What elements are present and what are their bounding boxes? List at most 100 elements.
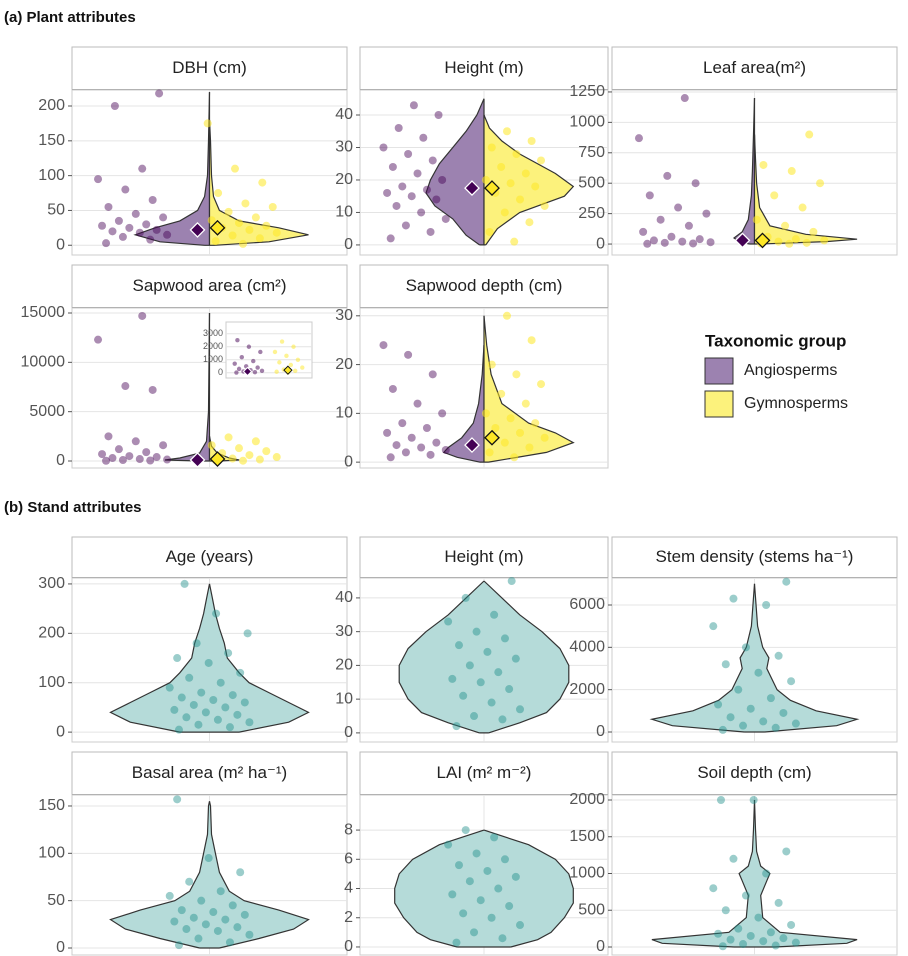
data-point <box>791 719 800 728</box>
section-label: (b) Stand attributes <box>4 499 142 516</box>
data-point <box>204 658 213 667</box>
data-point <box>643 239 652 248</box>
data-point <box>771 723 780 732</box>
y-tick-label: 20 <box>335 171 353 188</box>
data-point <box>459 909 468 918</box>
inset-point <box>251 358 256 364</box>
data-point <box>771 941 780 950</box>
data-point <box>695 235 704 244</box>
data-point <box>511 872 520 881</box>
violin-fill <box>399 581 484 733</box>
data-point <box>159 441 168 450</box>
data-point <box>490 610 499 619</box>
data-point <box>739 721 748 730</box>
data-point <box>785 239 794 248</box>
data-point <box>165 683 174 692</box>
mean-marker <box>734 232 751 249</box>
data-point <box>401 448 410 457</box>
inset-mean <box>242 366 253 377</box>
data-point <box>407 192 416 201</box>
violin-fill <box>394 830 484 947</box>
data-point <box>409 101 418 110</box>
data-point <box>714 700 723 709</box>
data-point <box>146 456 155 465</box>
data-point <box>734 924 743 933</box>
data-point <box>98 221 107 230</box>
data-point <box>245 225 254 234</box>
data-point <box>413 399 422 408</box>
strip <box>71 46 348 91</box>
strip <box>359 751 609 796</box>
data-point <box>500 634 509 643</box>
data-point <box>487 143 496 152</box>
y-tick-label: 150 <box>38 132 65 149</box>
data-point <box>104 202 113 211</box>
data-point <box>448 674 457 683</box>
data-point <box>262 221 271 230</box>
inset-point <box>274 369 279 374</box>
data-point <box>741 643 750 652</box>
data-point <box>135 228 144 237</box>
y-tick-label: 20 <box>335 657 353 674</box>
data-point <box>766 928 775 937</box>
data-point <box>163 230 172 239</box>
data-point <box>388 162 397 171</box>
violin-fill <box>754 134 858 244</box>
data-point <box>428 370 437 379</box>
data-point <box>759 717 768 726</box>
data-point <box>228 691 237 700</box>
data-point <box>718 942 727 951</box>
data-point <box>441 445 450 454</box>
data-point <box>516 195 525 204</box>
data-point <box>245 718 254 727</box>
data-point <box>245 930 254 939</box>
data-point <box>721 660 730 669</box>
data-point <box>152 225 161 234</box>
data-point <box>182 925 191 934</box>
data-point <box>94 175 103 184</box>
data-point <box>233 710 242 719</box>
y-tick-label: 1500 <box>569 828 605 845</box>
data-point <box>251 213 260 222</box>
data-point <box>500 855 509 864</box>
violin-fill <box>651 800 755 947</box>
data-point <box>726 935 735 944</box>
y-tick-label: 0 <box>56 939 65 956</box>
data-point <box>787 677 796 686</box>
data-point <box>428 156 437 165</box>
strip <box>71 536 348 579</box>
data-point <box>491 424 500 432</box>
data-point <box>461 826 470 835</box>
data-point <box>714 929 723 938</box>
panel-title: Sapwood depth (cm) <box>406 276 563 295</box>
inset-point <box>293 368 298 374</box>
data-point <box>146 235 155 244</box>
data-point <box>470 928 479 937</box>
data-point <box>170 705 179 714</box>
data-point <box>527 336 536 345</box>
data-point <box>108 227 117 236</box>
data-point <box>512 149 521 158</box>
data-point <box>540 201 549 210</box>
violin-outline <box>133 92 211 246</box>
inset-tick-label: 3000 <box>203 328 223 338</box>
data-point <box>537 156 546 165</box>
data-point <box>716 795 725 804</box>
data-point <box>272 228 281 237</box>
panel-title: Basal area (m² ha⁻¹) <box>132 763 287 782</box>
violin-outline <box>442 345 485 463</box>
data-point <box>782 577 791 586</box>
data-point <box>487 913 496 922</box>
data-point <box>404 350 413 359</box>
data-point <box>494 668 503 677</box>
strip <box>611 536 898 579</box>
data-point <box>121 382 130 391</box>
data-point <box>726 713 735 722</box>
data-point <box>114 216 123 225</box>
violin-fill <box>209 583 309 733</box>
data-point <box>754 668 763 677</box>
data-point <box>204 854 213 863</box>
violin-outline <box>483 829 574 948</box>
data-point <box>197 688 206 697</box>
data-point <box>228 901 237 910</box>
